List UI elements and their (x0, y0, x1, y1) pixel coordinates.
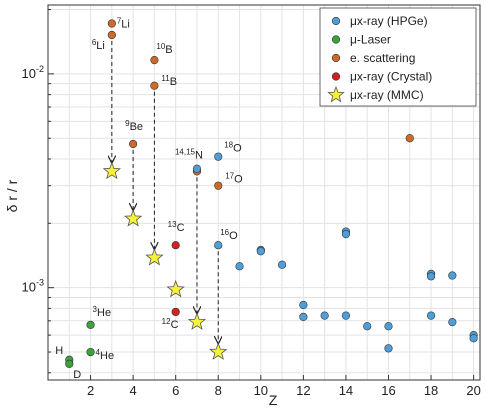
point-hpge (426, 311, 436, 320)
point-hpge (277, 260, 287, 269)
point-hpge (235, 262, 244, 271)
y-axis-title: δ r / r (4, 179, 20, 212)
point-hpge (341, 230, 351, 239)
label-h: H (55, 345, 63, 357)
point-hpge (384, 322, 393, 331)
label-c12: 12C (162, 317, 179, 331)
x-tick-label: 10 (254, 383, 268, 398)
x-tick-label: 18 (424, 383, 438, 398)
point-mmc (102, 161, 122, 180)
point-hpge (448, 271, 457, 280)
legend-marker-hpge (331, 16, 341, 26)
label-b11: 11B (161, 74, 177, 88)
legend: μx-ray (HPGe) μ-Laser e. scattering μx-ray … (319, 7, 477, 107)
label-o16: 16O (220, 228, 238, 242)
legend-marker-crystal (331, 72, 341, 81)
label-c13: 13C (168, 220, 185, 234)
point-hpge (192, 164, 202, 173)
label-he3: 3He (93, 305, 112, 319)
legend-label-crystal: μx-ray (Crystal) (350, 70, 432, 84)
point-escatter (150, 81, 159, 90)
label-b10: 10B (156, 42, 172, 56)
legend-marker-mmc (327, 85, 345, 103)
label-li6: 6Li (92, 38, 105, 52)
point-escatter (129, 139, 138, 149)
point-escatter (214, 181, 223, 190)
x-tick-label: 8 (215, 383, 222, 398)
point-laser (86, 320, 95, 329)
point-hpge (256, 247, 265, 256)
plot-frame (47, 4, 481, 381)
point-laser (65, 359, 74, 369)
point-hpge (214, 152, 223, 161)
x-tick-label: 6 (172, 383, 179, 398)
y-tick-label: 10-3 (22, 278, 44, 295)
x-tick-label: 14 (339, 383, 353, 398)
legend-label-mmc: μx-ray (MMC) (350, 88, 424, 102)
label-li7: 7Li (117, 17, 130, 31)
x-tick-label: 4 (130, 383, 137, 398)
label-d: D (73, 369, 81, 381)
legend-marker-escatter (331, 53, 341, 63)
point-crystal (171, 307, 180, 317)
point-hpge (299, 300, 308, 310)
legend-label-hpge: μx-ray (HPGe) (350, 14, 428, 28)
point-hpge (299, 312, 308, 322)
point-mmc (187, 312, 207, 330)
point-mmc (123, 209, 143, 227)
point-mmc (166, 279, 185, 298)
point-hpge (426, 272, 436, 281)
arrows (112, 41, 218, 343)
point-hpge (341, 311, 351, 320)
legend-box (319, 7, 477, 107)
point-escatter (107, 19, 116, 28)
point-mmc (145, 248, 164, 266)
legend-label-laser: μ-Laser (350, 33, 391, 47)
point-labels: 7Li 6Li 10B 11B 9Be 14,15N 18O 17O 13C 16O 12C 3He H… (55, 17, 243, 381)
point-hpge (469, 334, 478, 343)
label-he4: 4He (96, 348, 115, 362)
x-axis-title: Z (269, 392, 278, 408)
point-crystal (171, 241, 180, 250)
point-hpge (214, 241, 223, 250)
point-hpge (363, 322, 372, 331)
point-mmc (209, 342, 228, 360)
label-n1415: 14,15N (175, 148, 203, 162)
axes: 2 4 6 8 10 12 14 16 18 20 10-3 10-2 (22, 4, 481, 398)
point-hpge (320, 311, 329, 320)
label-o18: 18O (224, 141, 242, 155)
point-escatter (405, 134, 414, 143)
x-tick-label: 12 (296, 383, 310, 398)
y-tick-label: 10-2 (22, 64, 44, 81)
x-tick-label: 2 (87, 383, 94, 398)
point-escatter (107, 30, 116, 40)
point-escatter (150, 56, 159, 65)
label-o17: 17O (225, 172, 243, 186)
legend-marker-laser (331, 35, 341, 44)
legend-label-escatter: e. scattering (350, 51, 415, 65)
x-tick-label: 20 (466, 383, 480, 398)
label-be9: 9Be (125, 119, 143, 133)
point-hpge (448, 318, 457, 327)
x-tick-label: 16 (381, 383, 395, 398)
point-hpge (384, 344, 393, 353)
point-laser (86, 347, 95, 357)
data-points (65, 19, 478, 369)
